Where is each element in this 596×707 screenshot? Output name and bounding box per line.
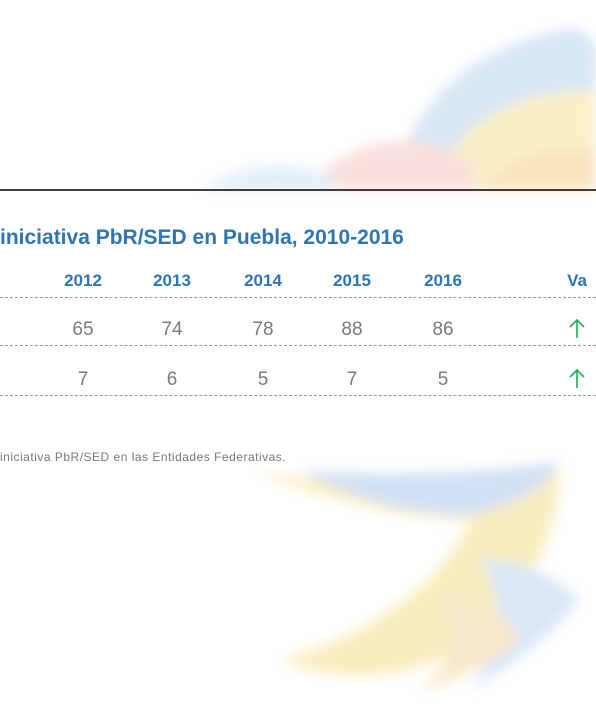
footnote: iniciativa PbR/SED en las Entidades Fede…: [0, 450, 286, 464]
column-header: 2015: [333, 271, 371, 291]
page: iniciativa PbR/SED en Puebla, 2010-2016 …: [0, 0, 596, 707]
table-cell: 88: [341, 319, 362, 341]
row-separator: [0, 395, 596, 396]
table-cell: 65: [72, 319, 93, 341]
background-decoration: [0, 0, 596, 707]
arrow-up: [570, 370, 584, 388]
row-separator: [0, 345, 596, 346]
table-cell: 78: [252, 319, 273, 341]
table-cell: 7: [78, 369, 89, 391]
column-header: 2016: [424, 271, 462, 291]
table-cell: 7: [347, 369, 358, 391]
arrow-up: [570, 320, 584, 338]
column-header: 2014: [244, 271, 282, 291]
table-cell: 6: [167, 369, 178, 391]
table-cell: 5: [438, 369, 449, 391]
table-cell: 74: [161, 319, 182, 341]
row-separator: [0, 297, 596, 298]
table-cell: 5: [258, 369, 269, 391]
table-title: iniciativa PbR/SED en Puebla, 2010-2016: [0, 226, 404, 250]
column-header: 2013: [153, 271, 191, 291]
watercolor: [200, 29, 596, 690]
table-cell: 86: [432, 319, 453, 341]
column-header: Va: [567, 271, 587, 291]
column-header: 2012: [64, 271, 102, 291]
trend-arrows: [570, 320, 584, 388]
